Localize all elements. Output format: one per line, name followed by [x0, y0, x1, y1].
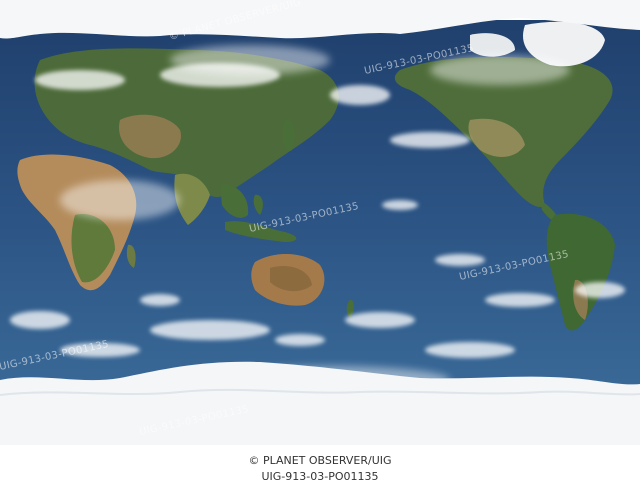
greenland — [522, 21, 605, 67]
south-america-landmass — [546, 213, 615, 331]
antarctic-ice — [0, 361, 640, 445]
satellite-world-map: © PLANET OBSERVER/UIG UIG-913-03-PO01135… — [0, 0, 640, 445]
south-asia-landmass — [174, 173, 210, 225]
image-caption: © PLANET OBSERVER/UIG UIG-913-03-PO01135 — [0, 453, 640, 485]
caption-image-id: UIG-913-03-PO01135 — [261, 470, 379, 483]
caption-credit: © PLANET OBSERVER/UIG — [248, 454, 392, 467]
arctic-ice — [0, 0, 640, 39]
continents — [17, 21, 615, 331]
